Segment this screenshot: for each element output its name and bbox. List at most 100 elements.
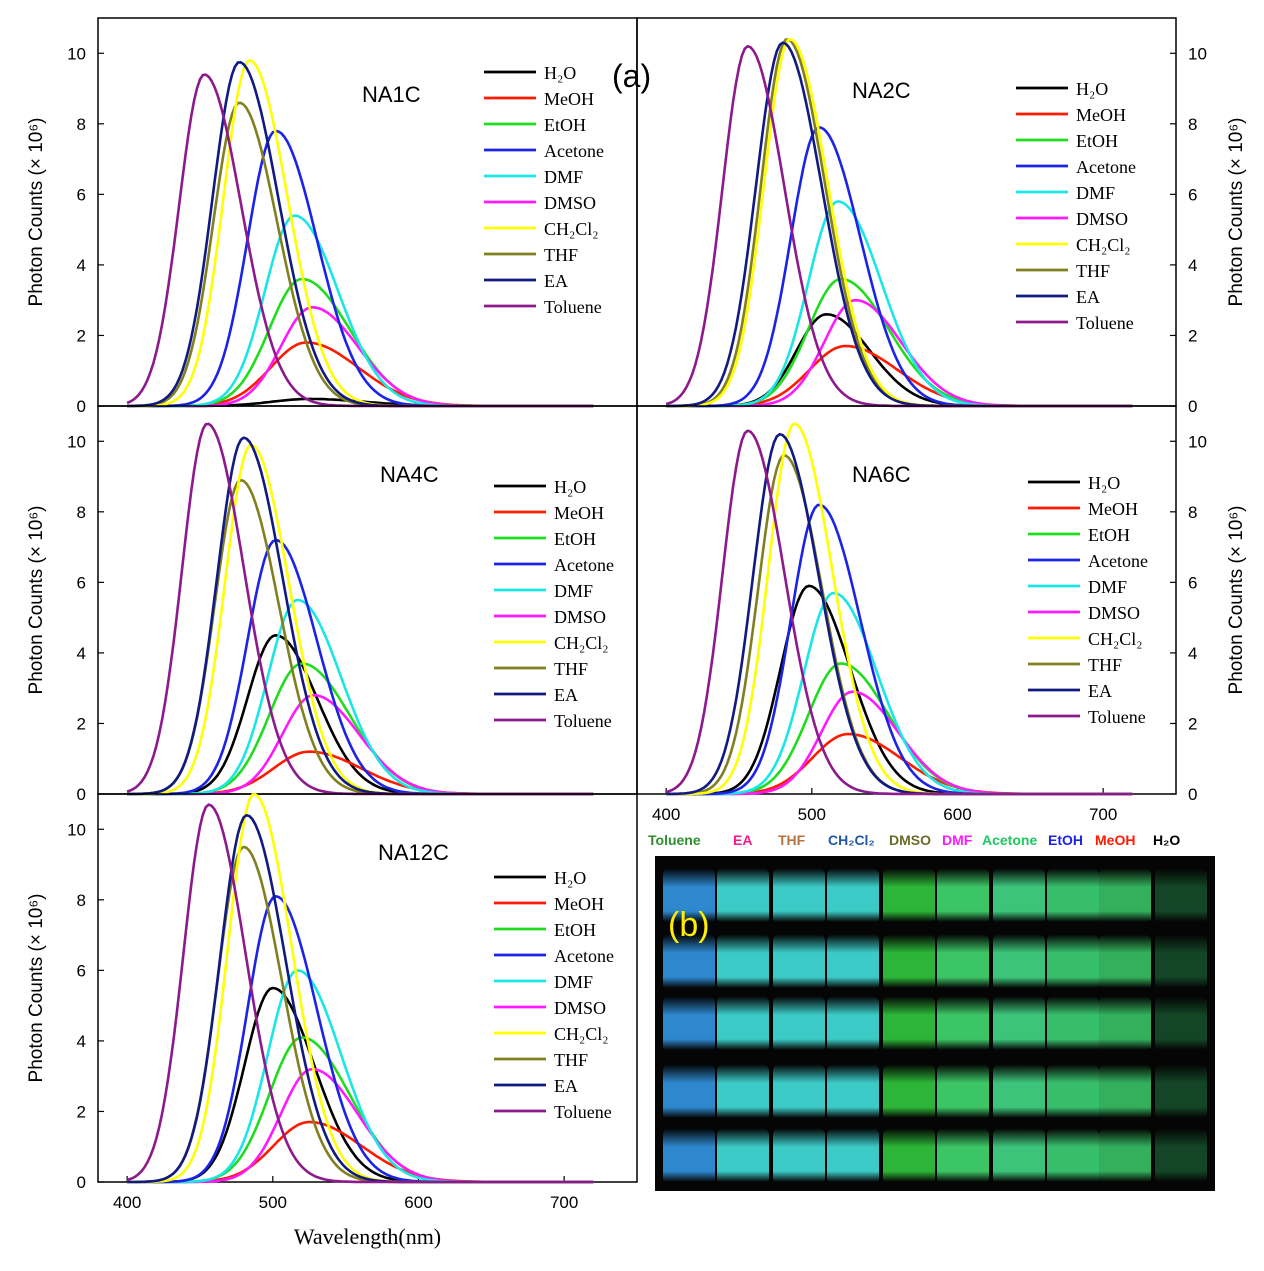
y-tick-label: 10 <box>67 44 86 63</box>
legend-label-dmso: DMSO <box>544 193 596 213</box>
legend-label-meoh: MeOH <box>554 503 604 523</box>
y-tick-label: 10 <box>1188 432 1207 451</box>
series-line-ch-cl <box>127 59 594 408</box>
chart-panel-na6c: 0 2 4 6 8 10 400 500 600 700 Photon Counts (× 10⁶)… <box>636 405 1247 824</box>
vial <box>1155 868 1207 922</box>
chart-title: NA1C <box>362 82 421 107</box>
y-tick-label: 2 <box>1188 326 1197 345</box>
vial-label-ch2cl2: CH₂Cl₂ <box>828 832 875 848</box>
series-line-toluene <box>126 803 594 1184</box>
series-line-toluene <box>665 429 1133 796</box>
legend-label-ch-cl: CH₂Cl₂ <box>1076 235 1131 255</box>
legend-label-dmso: DMSO <box>554 998 606 1018</box>
series-line-ea <box>127 61 594 408</box>
legend-label-thf: THF <box>554 1050 588 1070</box>
y-tick-label: 8 <box>1188 115 1197 134</box>
y-tick-label: 6 <box>1188 185 1197 204</box>
legend-label-thf: THF <box>1088 655 1122 675</box>
vial-label-etoh: EtOH <box>1048 832 1083 848</box>
y-tick-label: 8 <box>77 891 86 910</box>
legend-label-dmf: DMF <box>554 972 593 992</box>
vial <box>717 1128 769 1182</box>
vial <box>937 1064 989 1118</box>
x-axis-label: Wavelength(nm) <box>294 1224 441 1249</box>
vial <box>827 868 879 922</box>
vial <box>773 868 825 922</box>
y-tick-label: 10 <box>1188 44 1207 63</box>
vial <box>993 1128 1045 1182</box>
legend-label-ch-cl: CH₂Cl₂ <box>554 1024 609 1044</box>
x-tick-label: 600 <box>943 805 971 824</box>
x-tick-label: 400 <box>652 805 680 824</box>
legend-label-h-o: H₂O <box>554 868 586 888</box>
vial <box>883 1064 935 1118</box>
vial <box>993 868 1045 922</box>
y-tick-label: 4 <box>77 256 86 275</box>
vial <box>663 934 715 988</box>
vial <box>663 996 715 1050</box>
legend-label-acetone: Acetone <box>1088 551 1148 571</box>
legend-label-dmf: DMF <box>544 167 583 187</box>
vial <box>883 996 935 1050</box>
legend-label-ch-cl: CH₂Cl₂ <box>1088 629 1143 649</box>
vial <box>717 934 769 988</box>
legend: H₂O MeOH EtOH Acetone DMF DMSO CH₂Cl₂ THF EA Tolu… <box>484 63 604 317</box>
series-line-acetone <box>127 895 594 1184</box>
y-axis-label: Photon Counts (× 10⁶) <box>26 118 47 307</box>
series-line-dmf <box>666 200 1133 408</box>
vial <box>993 934 1045 988</box>
vial <box>827 934 879 988</box>
vial-label-dmf: DMF <box>942 832 973 848</box>
legend-label-h-o: H₂O <box>1076 79 1108 99</box>
vial <box>1099 934 1151 988</box>
y-tick-label: 8 <box>77 503 86 522</box>
legend-label-toluene: Toluene <box>554 711 612 731</box>
vial <box>937 1128 989 1182</box>
vial <box>827 1064 879 1118</box>
y-tick-label: 4 <box>1188 256 1197 275</box>
legend-label-h-o: H₂O <box>544 63 576 83</box>
legend-label-h-o: H₂O <box>554 477 586 497</box>
legend-label-meoh: MeOH <box>544 89 594 109</box>
series-group <box>126 422 594 796</box>
vial <box>1099 1128 1151 1182</box>
chart-title: NA12C <box>378 840 449 865</box>
x-tick-label: 600 <box>404 1193 432 1212</box>
vial <box>883 934 935 988</box>
figure-label-b: (b) <box>668 906 710 944</box>
legend-label-ea: EA <box>1088 681 1112 701</box>
x-tick-label: 500 <box>798 805 826 824</box>
legend-label-acetone: Acetone <box>1076 157 1136 177</box>
y-tick-label: 0 <box>1188 397 1197 416</box>
legend-label-ch-cl: CH₂Cl₂ <box>554 633 609 653</box>
vial <box>1047 1064 1099 1118</box>
y-tick-label: 0 <box>1188 785 1197 804</box>
series-line-ea <box>127 813 594 1184</box>
figure-label-a: (a) <box>612 58 652 94</box>
legend-label-meoh: MeOH <box>1088 499 1138 519</box>
legend-label-dmso: DMSO <box>1088 603 1140 623</box>
y-tick-label: 8 <box>1188 503 1197 522</box>
vial-label-acetone: Acetone <box>982 832 1038 848</box>
series-group <box>665 422 1133 796</box>
vial <box>1099 1064 1151 1118</box>
chart-panel-na2c: 0 2 4 6 8 10 Photon Counts (× 10⁶) NA2C H₂O MeOH E… <box>636 17 1247 416</box>
series-line-acetone <box>666 503 1133 796</box>
y-tick-label: 2 <box>77 714 86 733</box>
y-tick-label: 8 <box>77 115 86 134</box>
vial <box>1047 1128 1099 1182</box>
legend-label-h-o: H₂O <box>1088 473 1120 493</box>
vial <box>663 1064 715 1118</box>
legend-label-toluene: Toluene <box>554 1102 612 1122</box>
legend-label-thf: THF <box>544 245 578 265</box>
vial <box>1155 1128 1207 1182</box>
chart-title: NA4C <box>380 462 439 487</box>
vial <box>1047 868 1099 922</box>
vial <box>993 1064 1045 1118</box>
vial <box>717 1064 769 1118</box>
vial-label-toluene: Toluene <box>648 832 701 848</box>
y-tick-label: 4 <box>77 644 86 663</box>
vial-label-ea: EA <box>733 832 753 848</box>
vial <box>1047 934 1099 988</box>
